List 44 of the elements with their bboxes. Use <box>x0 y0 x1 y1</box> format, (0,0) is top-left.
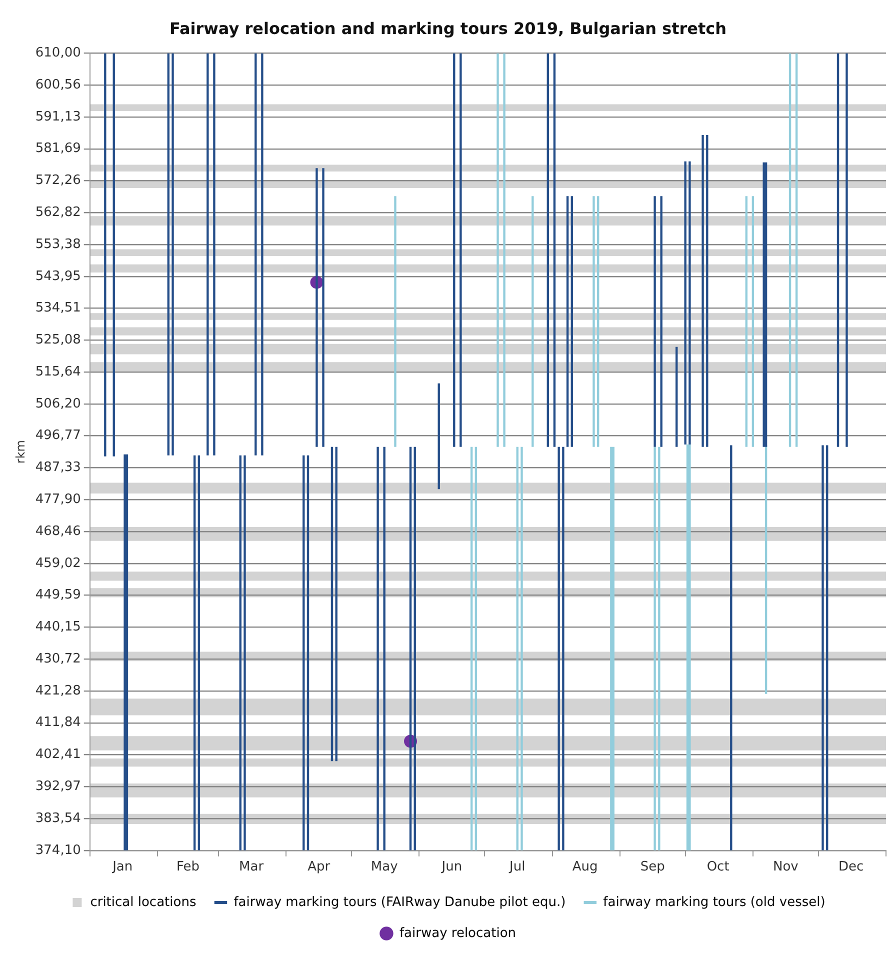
y-tick-label: 449,59 <box>35 588 81 603</box>
x-tick-label: Jul <box>508 860 526 875</box>
x-tick-label: Apr <box>308 860 331 875</box>
x-tick-label: Dec <box>838 860 864 875</box>
y-tick-label: 402,41 <box>35 747 81 762</box>
y-tick-label: 440,15 <box>35 620 81 635</box>
x-tick-label: Mar <box>239 860 264 875</box>
y-tick-label: 477,90 <box>35 492 81 507</box>
legend-label: critical locations <box>90 894 196 910</box>
y-tick-label: 487,33 <box>35 460 81 476</box>
y-tick-label: 610,00 <box>35 46 81 61</box>
x-tick-label: Nov <box>772 860 799 875</box>
y-tick-label: 411,84 <box>35 715 81 730</box>
x-tick-label: Sep <box>640 860 665 875</box>
y-tick-label: 553,38 <box>35 236 81 252</box>
legend-label: fairway relocation <box>399 926 516 941</box>
legend-label: fairway marking tours (old vessel) <box>603 894 826 910</box>
y-tick-label: 515,64 <box>35 364 81 380</box>
legend-label: fairway marking tours (FAIRway Danube pilot equ.) <box>234 894 566 910</box>
y-tick-label: 543,95 <box>35 268 81 284</box>
y-tick-label: 430,72 <box>35 651 81 666</box>
y-tick-label: 392,97 <box>35 779 81 794</box>
chart-title: Fairway relocation and marking tours 2019, Bulgarian stretch <box>169 18 727 38</box>
x-tick-label: May <box>370 860 398 875</box>
y-tick-label: 506,20 <box>35 396 81 412</box>
y-tick-label: 600,56 <box>35 77 81 92</box>
y-tick-label: 534,51 <box>35 300 81 316</box>
y-axis-title: rkm <box>13 440 28 464</box>
y-tick-label: 591,13 <box>35 109 81 124</box>
y-tick-label: 496,77 <box>35 428 81 444</box>
y-tick-label: 525,08 <box>35 332 81 348</box>
x-tick-label: Jan <box>112 860 133 875</box>
x-tick-label: Aug <box>572 860 598 875</box>
y-tick-label: 421,28 <box>35 683 81 698</box>
y-tick-label: 581,69 <box>35 141 81 156</box>
x-tick-label: Jun <box>440 860 462 875</box>
x-tick-label: Feb <box>176 860 200 875</box>
y-tick-label: 468,46 <box>35 524 81 539</box>
y-tick-label: 374,10 <box>35 842 81 858</box>
y-tick-label: 562,82 <box>35 205 81 220</box>
y-tick-label: 383,54 <box>35 810 81 826</box>
x-tick-label: Oct <box>706 860 730 875</box>
y-tick-label: 459,02 <box>35 556 81 571</box>
y-tick-label: 572,26 <box>35 173 81 188</box>
